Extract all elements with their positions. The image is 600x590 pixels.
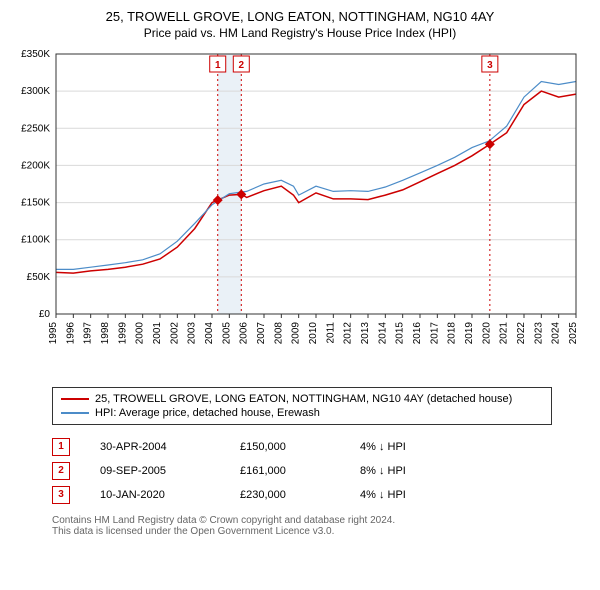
y-tick-label: £50K xyxy=(27,271,51,282)
x-tick-label: 2014 xyxy=(377,321,388,344)
footer: Contains HM Land Registry data © Crown c… xyxy=(52,515,590,537)
y-tick-label: £0 xyxy=(39,309,51,320)
marker-row-price: £150,000 xyxy=(240,441,330,453)
marker-row-price: £161,000 xyxy=(240,465,330,477)
x-tick-label: 1996 xyxy=(65,321,76,344)
x-tick-label: 2009 xyxy=(291,321,302,344)
y-tick-label: £200K xyxy=(21,160,50,171)
y-tick-label: £350K xyxy=(21,49,50,60)
marker-table: 1 30-APR-2004 £150,000 4% ↓ HPI 2 09-SEP-2005… xyxy=(52,435,590,507)
chart: £0 £50K £100K £150K £200K £250K £300K £350K 1995… xyxy=(10,46,590,381)
marker-row-hpi: 4% ↓ HPI xyxy=(360,441,450,453)
x-tick-label: 2020 xyxy=(481,321,492,344)
marker-row: 3 10-JAN-2020 £230,000 4% ↓ HPI xyxy=(52,483,590,507)
x-tick-label: 2008 xyxy=(273,321,284,344)
y-tick-label: £300K xyxy=(21,86,50,97)
marker-row-date: 30-APR-2004 xyxy=(100,441,210,453)
x-tick-label: 2021 xyxy=(499,321,510,344)
marker-badge-label-1: 1 xyxy=(215,60,221,71)
x-tick-label: 2010 xyxy=(308,321,319,344)
marker-shade xyxy=(218,54,242,314)
x-tick-label: 2012 xyxy=(343,321,354,344)
marker-row-price: £230,000 xyxy=(240,489,330,501)
marker-row-badge: 3 xyxy=(52,486,70,504)
y-tick-label: £100K xyxy=(21,234,50,245)
x-tick-label: 2023 xyxy=(533,321,544,344)
x-tick-label: 2022 xyxy=(516,321,527,344)
series-line-0 xyxy=(56,91,576,273)
marker-row-hpi: 4% ↓ HPI xyxy=(360,489,450,501)
x-tick-label: 2019 xyxy=(464,321,475,344)
footer-line-2: This data is licensed under the Open Gov… xyxy=(52,526,590,537)
marker-row-badge: 2 xyxy=(52,462,70,480)
chart-svg: £0 £50K £100K £150K £200K £250K £300K £350K 1995… xyxy=(10,46,590,376)
x-tick-label: 1999 xyxy=(117,321,128,344)
x-tick-label: 2011 xyxy=(325,321,336,343)
x-tick-label: 2013 xyxy=(360,321,371,344)
marker-row: 1 30-APR-2004 £150,000 4% ↓ HPI xyxy=(52,435,590,459)
legend-label: 25, TROWELL GROVE, LONG EATON, NOTTINGHA… xyxy=(95,393,512,405)
x-tick-label: 2018 xyxy=(447,321,458,344)
x-tick-label: 2007 xyxy=(256,321,267,344)
page: 25, TROWELL GROVE, LONG EATON, NOTTINGHA… xyxy=(0,0,600,541)
x-tick-label: 1997 xyxy=(83,321,94,344)
legend: 25, TROWELL GROVE, LONG EATON, NOTTINGHA… xyxy=(52,387,552,425)
legend-swatch xyxy=(61,412,89,414)
y-tick-label: £150K xyxy=(21,197,50,208)
x-tick-label: 1995 xyxy=(48,321,59,344)
x-tick-label: 2015 xyxy=(395,321,406,344)
legend-swatch xyxy=(61,398,89,400)
marker-badge-label-3: 3 xyxy=(487,60,493,71)
legend-label: HPI: Average price, detached house, Erew… xyxy=(95,407,320,419)
x-tick-label: 2006 xyxy=(239,321,250,344)
x-tick-label: 2000 xyxy=(135,321,146,344)
footer-line-1: Contains HM Land Registry data © Crown c… xyxy=(52,515,590,526)
marker-row-badge: 1 xyxy=(52,438,70,456)
x-tick-label: 2005 xyxy=(221,321,232,344)
marker-row: 2 09-SEP-2005 £161,000 8% ↓ HPI xyxy=(52,459,590,483)
marker-row-date: 10-JAN-2020 xyxy=(100,489,210,501)
x-tick-label: 2024 xyxy=(551,321,562,344)
x-tick-label: 2017 xyxy=(429,321,440,344)
marker-diamond-3 xyxy=(485,139,495,149)
chart-subtitle: Price paid vs. HM Land Registry's House … xyxy=(10,26,590,40)
series-line-1 xyxy=(56,81,576,269)
x-tick-label: 2004 xyxy=(204,321,215,344)
x-tick-label: 2016 xyxy=(412,321,423,344)
x-tick-label: 1998 xyxy=(100,321,111,344)
x-tick-label: 2002 xyxy=(169,321,180,344)
x-tick-label: 2025 xyxy=(568,321,579,344)
x-tick-label: 2001 xyxy=(152,321,163,344)
x-tick-label: 2003 xyxy=(187,321,198,344)
marker-badge-label-2: 2 xyxy=(239,60,245,71)
legend-row: HPI: Average price, detached house, Erew… xyxy=(61,406,543,420)
marker-row-hpi: 8% ↓ HPI xyxy=(360,465,450,477)
plot-border xyxy=(56,54,576,314)
marker-row-date: 09-SEP-2005 xyxy=(100,465,210,477)
legend-row: 25, TROWELL GROVE, LONG EATON, NOTTINGHA… xyxy=(61,392,543,406)
chart-title: 25, TROWELL GROVE, LONG EATON, NOTTINGHA… xyxy=(10,8,590,26)
y-tick-label: £250K xyxy=(21,123,50,134)
